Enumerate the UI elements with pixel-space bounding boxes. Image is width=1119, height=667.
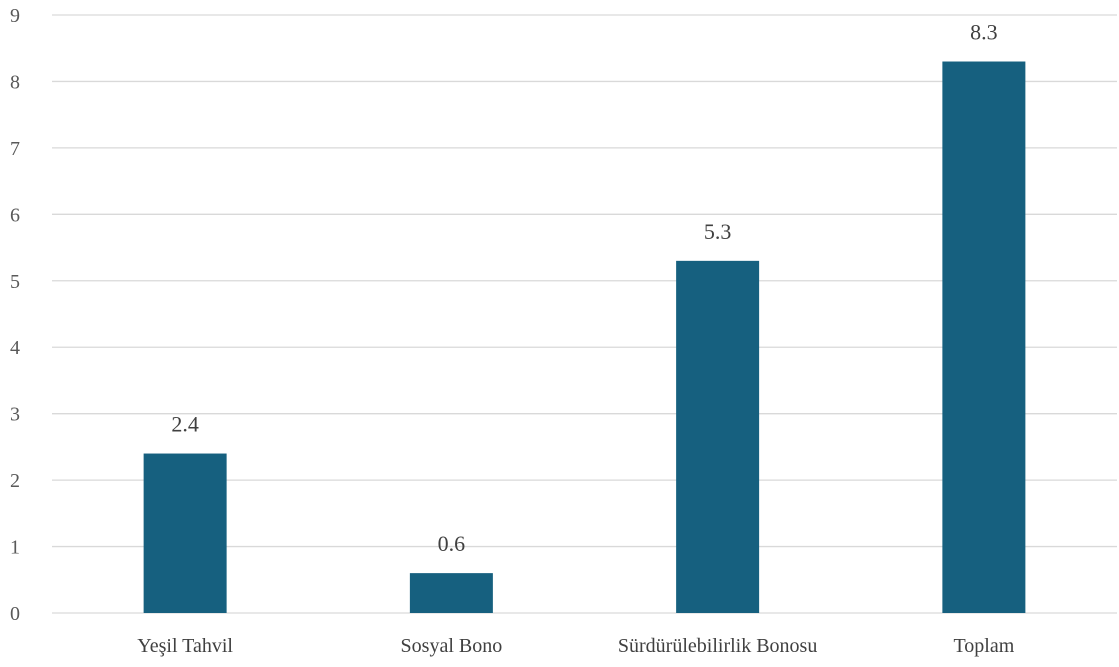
y-tick-label: 6 (10, 204, 20, 226)
data-label: 8.3 (970, 20, 998, 45)
gridlines (52, 14, 1117, 614)
data-labels: 2.4 0.6 5.3 8.3 (171, 20, 997, 557)
x-tick-label: Sürdürülebilirlik Bonosu (618, 635, 817, 657)
bar (676, 260, 760, 613)
y-tick-label: 1 (10, 537, 20, 559)
y-tick-label: 2 (10, 470, 20, 492)
bar (942, 61, 1026, 614)
data-label: 0.6 (438, 531, 466, 556)
y-tick-label: 5 (10, 271, 20, 293)
data-label: 5.3 (704, 219, 732, 244)
x-tick-label: Toplam (953, 635, 1014, 657)
x-tick-label: Yeşil Tahvil (137, 635, 233, 657)
bars (143, 61, 1026, 614)
bar (409, 573, 493, 613)
data-label: 2.4 (171, 412, 199, 437)
y-axis-ticks: 0 1 2 3 4 5 6 7 8 9 (10, 5, 20, 625)
x-axis-categories: Yeşil Tahvil Sosyal Bono Sürdürülebilirlik… (137, 635, 1014, 657)
x-tick-label: Sosyal Bono (401, 635, 503, 657)
bar (143, 453, 227, 613)
y-tick-label: 3 (10, 404, 20, 426)
y-tick-label: 7 (10, 138, 20, 160)
y-tick-label: 9 (10, 5, 20, 27)
y-tick-label: 8 (10, 71, 20, 93)
y-tick-label: 0 (10, 603, 20, 625)
y-tick-label: 4 (10, 337, 20, 359)
